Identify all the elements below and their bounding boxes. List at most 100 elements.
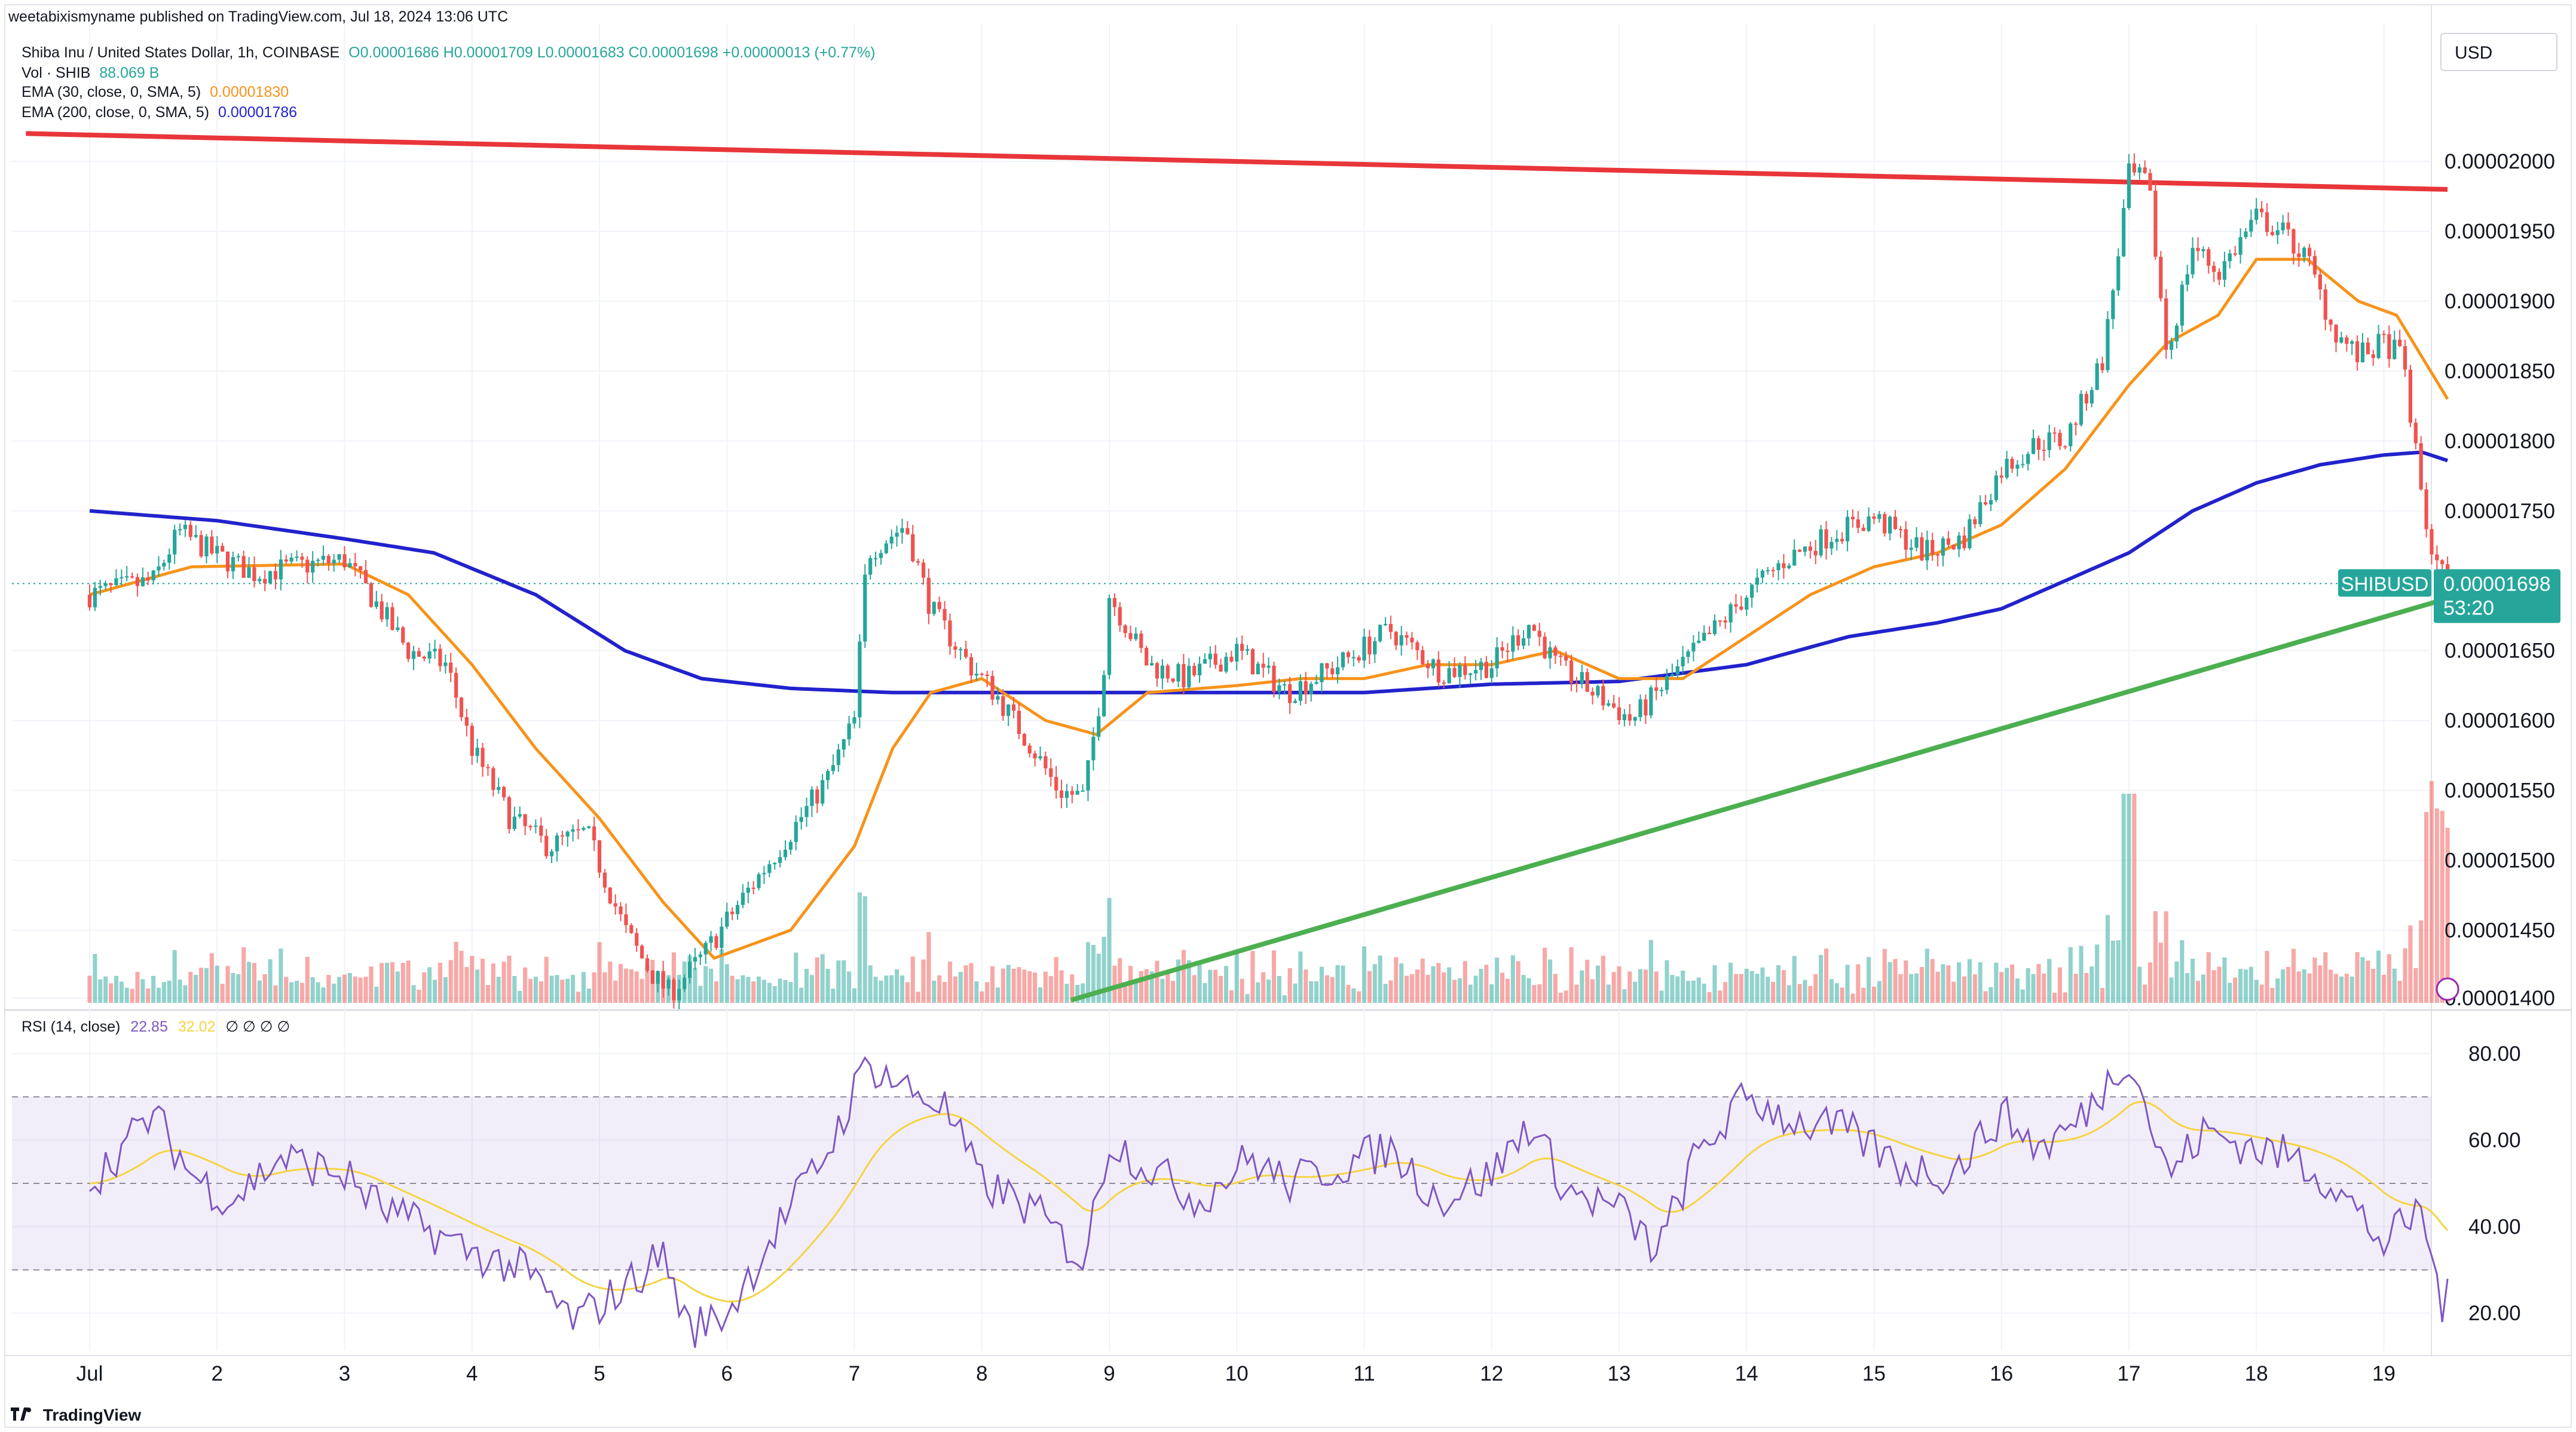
- candle-body: [321, 556, 326, 560]
- volume-bar: [1484, 965, 1489, 1003]
- candle-body: [2212, 265, 2216, 272]
- tradingview-brand[interactable]: TradingView: [11, 1406, 141, 1425]
- ema30-legend[interactable]: EMA (30, close, 0, SMA, 5) 0.00001830: [22, 84, 289, 101]
- volume-bar: [188, 972, 193, 1003]
- candle-body: [87, 595, 92, 608]
- candle-body: [459, 697, 464, 717]
- candle-body: [1941, 538, 1945, 556]
- candle-body: [2207, 249, 2211, 266]
- volume-bar: [2265, 950, 2269, 1003]
- candle-body: [1362, 637, 1366, 661]
- candle-body: [1988, 500, 1993, 505]
- x-tick-label: 9: [1103, 1362, 1115, 1385]
- candle-body: [943, 608, 947, 621]
- volume-bar: [1186, 960, 1191, 1003]
- volume-bar: [1696, 977, 1701, 1003]
- volume-bar: [693, 968, 697, 1003]
- volume-bar: [1749, 971, 1754, 1003]
- candle-body: [2036, 438, 2041, 450]
- candle-body: [252, 567, 256, 582]
- volume-bar: [1442, 972, 1446, 1003]
- volume-bar: [932, 980, 937, 1003]
- volume-bar: [1102, 937, 1106, 1003]
- candle-body: [2063, 446, 2067, 448]
- volume-bar: [1447, 967, 1452, 1003]
- volume-bar: [279, 948, 283, 1003]
- x-tick-label: 17: [2118, 1362, 2141, 1385]
- volume-bar: [2333, 974, 2339, 1003]
- volume-bar: [1946, 965, 1951, 1003]
- volume-bar: [958, 972, 963, 1003]
- x-tick-label: 4: [466, 1362, 478, 1385]
- volume-bar: [1622, 989, 1627, 1003]
- candle-body: [2366, 342, 2370, 354]
- candle-body: [2403, 346, 2407, 370]
- volume-bar: [1463, 960, 1467, 1003]
- volume-bar: [1266, 979, 1271, 1003]
- candle-body: [2339, 337, 2344, 343]
- candle-body: [125, 576, 129, 578]
- volume-bar: [2222, 957, 2227, 1003]
- candle-body: [2095, 363, 2099, 390]
- candle-body: [2398, 339, 2402, 347]
- currency-selector[interactable]: USD: [2440, 33, 2557, 71]
- candle-body: [2127, 163, 2131, 209]
- candle-body: [602, 872, 607, 888]
- candle-body: [2323, 289, 2327, 320]
- volume-bar: [1739, 974, 1743, 1003]
- rsi-legend[interactable]: RSI (14, close) 22.85 32.02 ∅ ∅ ∅ ∅: [22, 1018, 290, 1036]
- candle-layer: [87, 153, 2450, 1009]
- price-tick-label: 0.00001900: [2445, 290, 2555, 313]
- rsi-ma-value: 32.02: [178, 1018, 216, 1035]
- candle-body: [1543, 637, 1547, 659]
- candle-body: [1059, 790, 1064, 798]
- volume-bar: [1967, 959, 1972, 1003]
- candle-body: [1447, 668, 1451, 684]
- volume-bar: [454, 941, 458, 1003]
- candle-body: [1644, 699, 1648, 715]
- symbol-title[interactable]: Shiba Inu / United States Dollar, 1h, CO…: [22, 44, 340, 61]
- price-tick-label: 0.00001450: [2445, 919, 2555, 942]
- tradingview-logo-icon: [11, 1406, 33, 1425]
- volume-bar: [305, 956, 310, 1003]
- x-tick-label: 13: [1608, 1362, 1631, 1385]
- volume-bar: [130, 989, 134, 1003]
- candle-body: [921, 562, 926, 578]
- candle-body: [178, 529, 182, 531]
- volume-bar: [1203, 983, 1207, 1003]
- volume-bar: [1819, 954, 1824, 1003]
- candle-body: [401, 627, 405, 643]
- candle-body: [2265, 212, 2269, 232]
- volume-bar: [2127, 794, 2131, 1003]
- candle-body: [1633, 717, 1637, 721]
- volume-bar: [1532, 985, 1537, 1003]
- volume-bar: [714, 981, 719, 1003]
- candle-body: [2254, 208, 2259, 220]
- volume-bar: [2296, 971, 2301, 1003]
- candle-body: [592, 826, 596, 840]
- volume-bar: [1867, 957, 1871, 1003]
- volume-bar: [390, 962, 395, 1003]
- volume-bar: [411, 985, 416, 1003]
- candle-body: [1883, 514, 1887, 534]
- volume-bar: [1118, 958, 1122, 1003]
- candle-body: [1946, 538, 1951, 545]
- volume-bar: [1898, 974, 1903, 1003]
- volume-bar: [1155, 960, 1159, 1003]
- volume-bar: [2286, 966, 2291, 1003]
- ema200-legend[interactable]: EMA (200, close, 0, SMA, 5) 0.00001786: [22, 104, 297, 121]
- volume-bar: [2105, 914, 2110, 1003]
- volume-bar: [1271, 950, 1277, 1003]
- volume-bar: [146, 988, 151, 1003]
- volume-legend[interactable]: Vol · SHIB 88.069 B: [22, 65, 159, 82]
- trendline-layer: [12, 131, 2461, 1003]
- candle-body: [1861, 527, 1865, 531]
- candle-body: [2329, 319, 2333, 325]
- volume-bar: [2164, 911, 2168, 1003]
- candle-body: [2148, 173, 2152, 191]
- volume-bar: [1388, 980, 1393, 1003]
- candle-body: [2393, 339, 2397, 359]
- volume-bar: [1085, 942, 1091, 1003]
- x-tick-label: 11: [1353, 1362, 1375, 1385]
